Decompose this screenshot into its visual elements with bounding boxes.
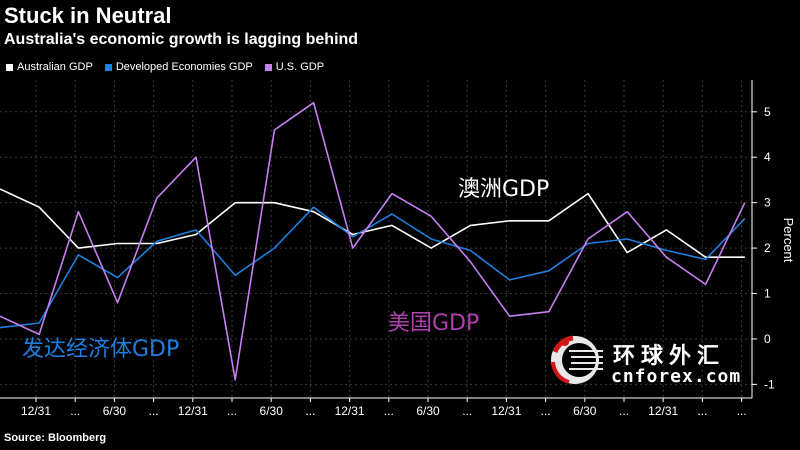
- annotation-label: 发达经济体GDP: [22, 337, 179, 362]
- y-axis-label: Percent: [781, 218, 796, 263]
- legend-swatch: [264, 63, 272, 71]
- y-tick-label: 0: [764, 332, 771, 346]
- y-tick-label: 2: [764, 241, 771, 255]
- cnforex-logo-icon: [551, 335, 603, 384]
- y-tick-label: -1: [764, 377, 775, 391]
- x-tick-label: ...: [149, 404, 159, 418]
- x-tick-label: 6/30: [573, 404, 597, 418]
- series-line-australian-gdp: [0, 188, 745, 259]
- watermark: 环球外汇 cnforex.com: [543, 330, 793, 390]
- y-tick-label: 1: [764, 287, 771, 301]
- x-tick-label: 6/30: [103, 404, 127, 418]
- annotation-label: 美国GDP: [388, 311, 479, 336]
- x-tick-label: 6/30: [416, 404, 440, 418]
- x-tick-label: 12/31: [21, 404, 51, 418]
- watermark-chinese-text: 环球外汇: [613, 344, 726, 369]
- legend-item-us-gdp: U.S. GDP: [264, 61, 325, 73]
- x-tick-label: ...: [737, 404, 747, 418]
- x-tick-label: ...: [384, 404, 394, 418]
- x-tick-label: ...: [541, 404, 551, 418]
- x-tick-label: ...: [462, 404, 472, 418]
- x-tick-label: 6/30: [260, 404, 284, 418]
- legend-swatch: [6, 63, 13, 71]
- series-line-u-s-gdp: [0, 101, 746, 381]
- x-tick-label: 12/31: [335, 404, 365, 418]
- source-note: Source: Bloomberg: [4, 432, 107, 444]
- x-tick-label: ...: [227, 404, 237, 418]
- chart-title: Stuck in Neutral: [4, 3, 172, 28]
- x-tick-label: ...: [305, 404, 315, 418]
- legend-item-australian-gdp: Australian GDP: [6, 61, 93, 73]
- x-tick-label: ...: [70, 404, 80, 418]
- y-tick-label: 4: [764, 150, 771, 164]
- x-tick-label: ...: [619, 404, 629, 418]
- y-tick-label: 3: [764, 196, 771, 210]
- chart-subtitle: Australia's economic growth is lagging b…: [4, 31, 359, 48]
- watermark-english-text: cnforex.com: [611, 366, 742, 387]
- legend-label: Developed Economies GDP: [115, 61, 253, 73]
- x-tick-label: 12/31: [178, 404, 208, 418]
- legend-label: U.S. GDP: [275, 61, 325, 73]
- x-tick-label: ...: [697, 404, 707, 418]
- y-tick-label: 5: [764, 105, 771, 119]
- legend-label: Australian GDP: [17, 61, 93, 73]
- x-tick-label: 12/31: [491, 404, 521, 418]
- legend-item-developed-economies-gdp: Developed Economies GDP: [104, 61, 253, 73]
- x-tick-label: 12/31: [648, 404, 678, 418]
- annotation-label: 澳洲GDP: [458, 177, 549, 202]
- legend-swatch: [104, 63, 112, 71]
- series-line-developed-economies-gdp: [0, 206, 746, 329]
- chart-legend: Australian GDP Developed Economies GDP U…: [6, 61, 324, 73]
